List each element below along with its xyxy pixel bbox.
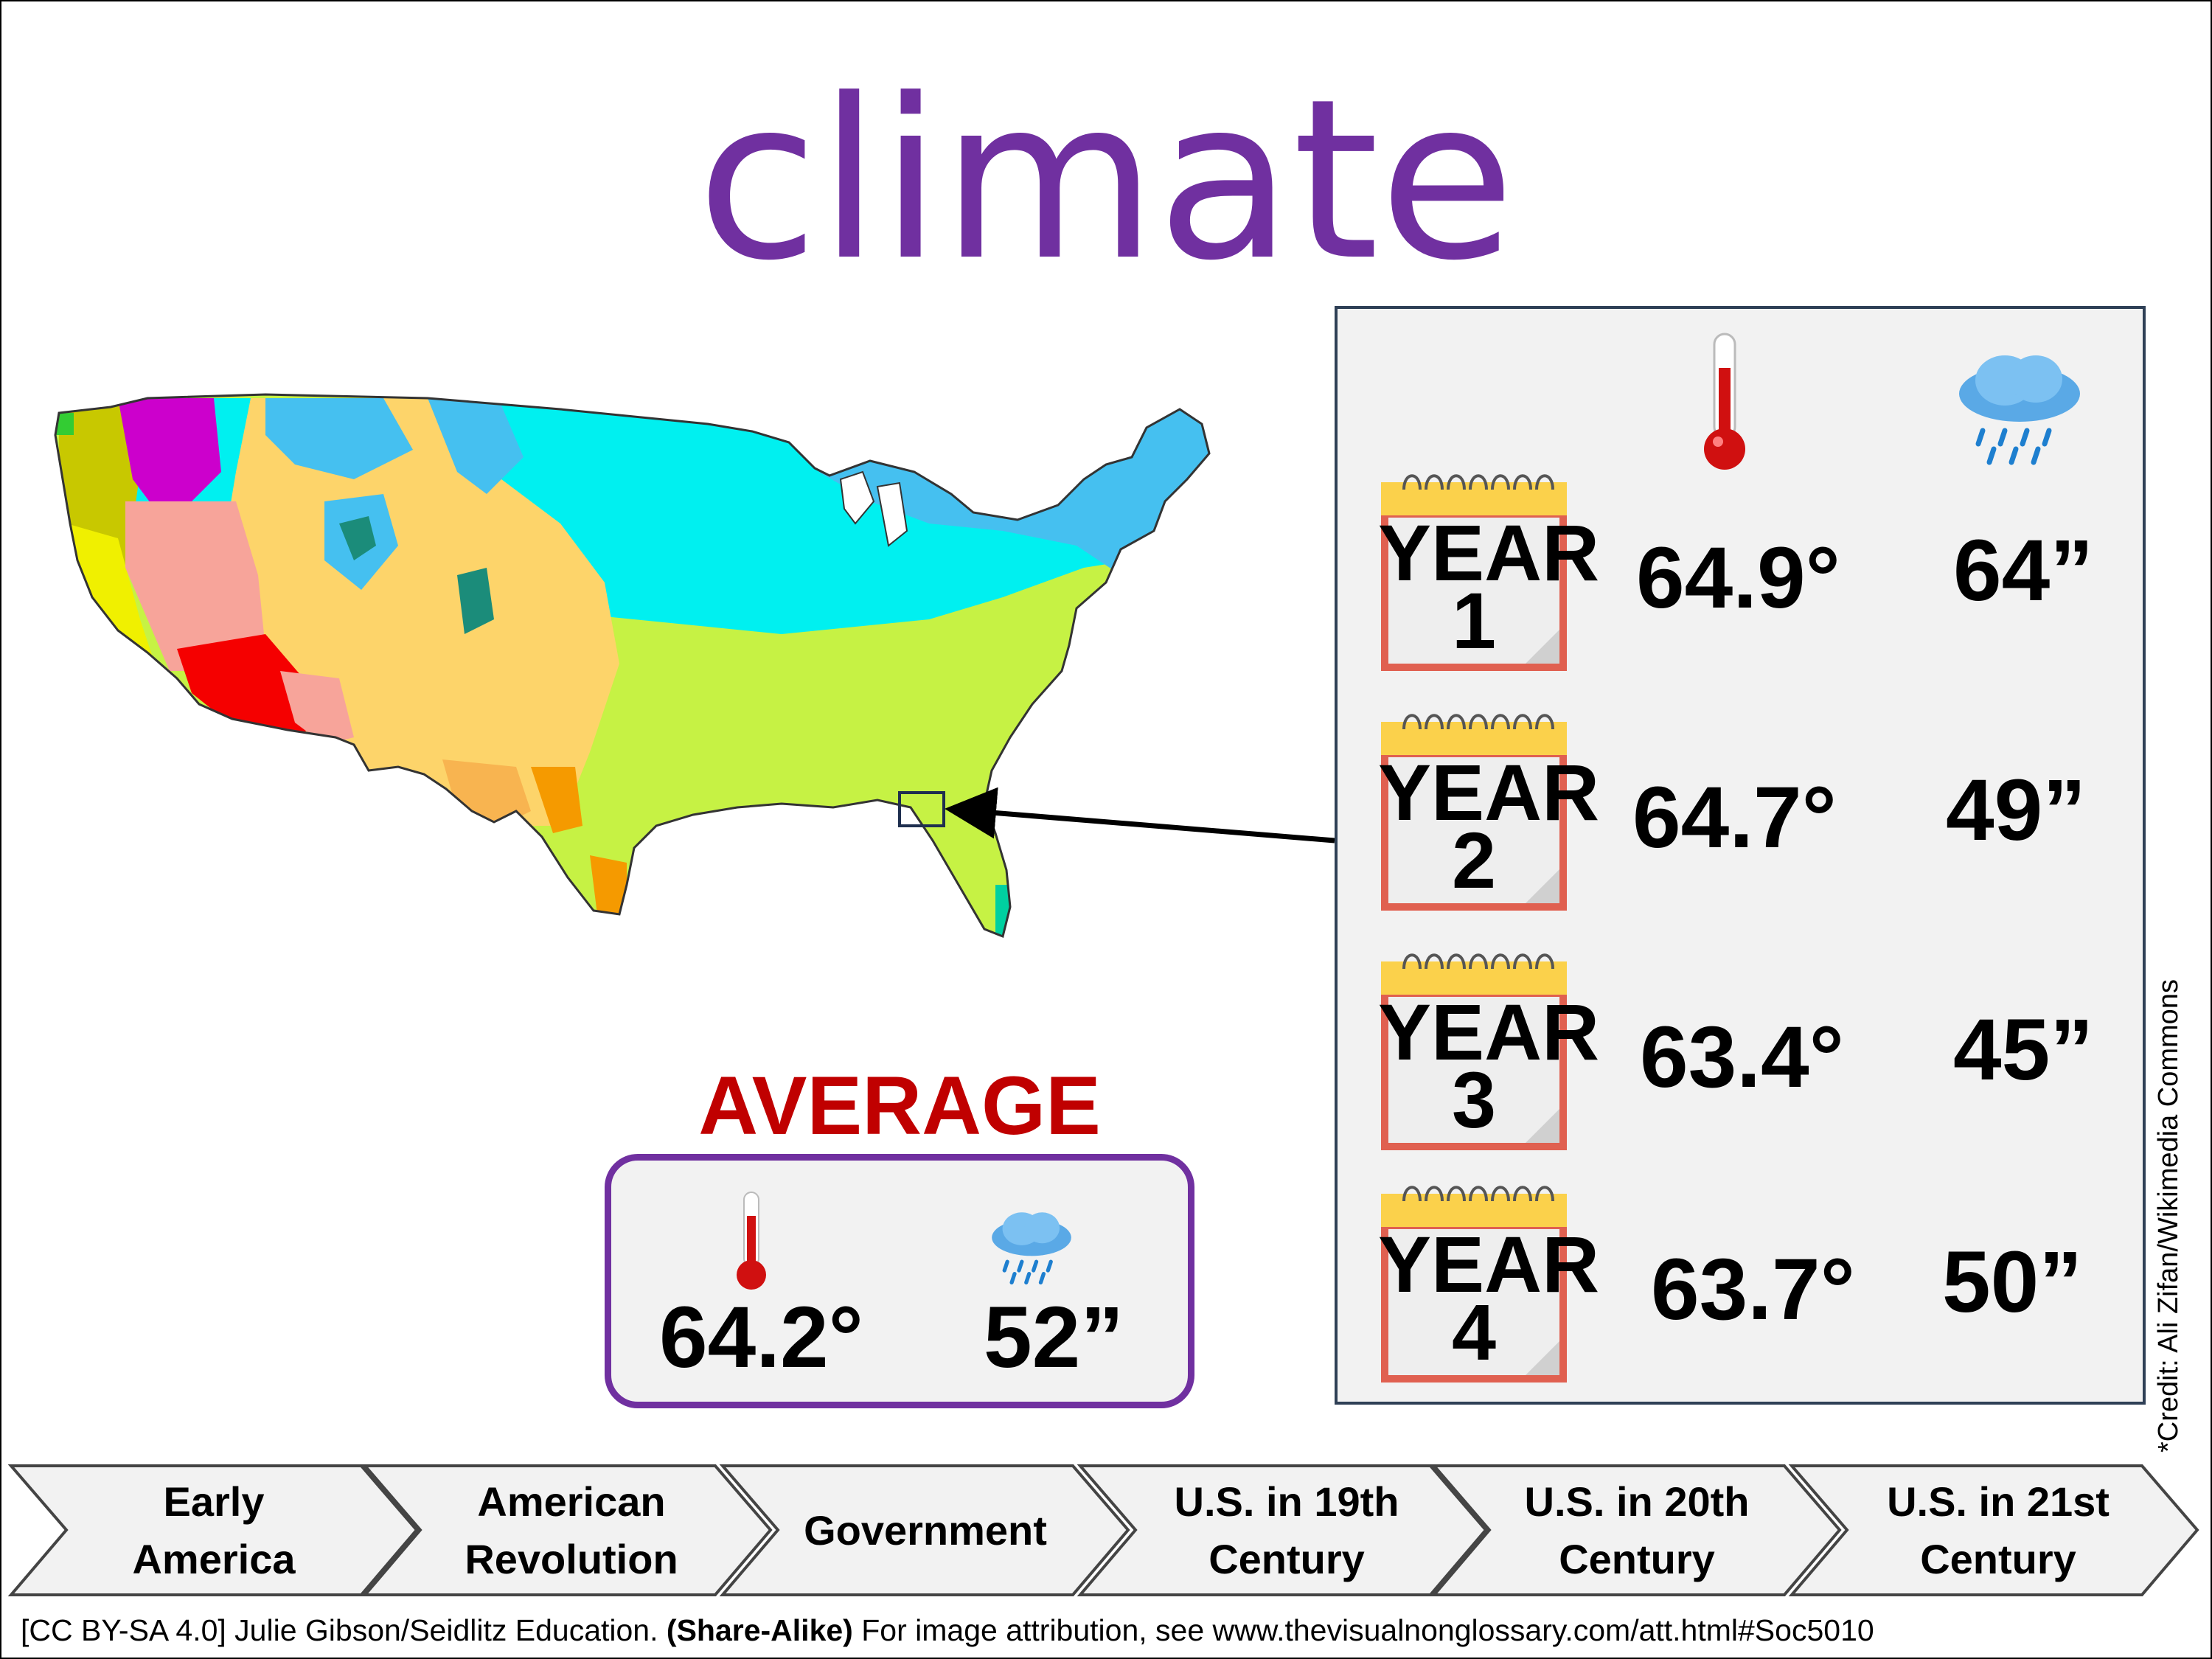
calendar-icon: [1381, 953, 1567, 1150]
us-climate-map: [54, 393, 1211, 939]
calendar-icon: [1381, 714, 1567, 911]
nav-us-21st-century[interactable]: U.S. in 21st Century: [1887, 1478, 2110, 1582]
page-title: climate: [697, 52, 1515, 309]
nav-early-america[interactable]: Early America: [132, 1478, 296, 1582]
year-label: YEAR 1: [1378, 508, 1600, 665]
nav-us-20th-century[interactable]: U.S. in 20th Century: [1524, 1478, 1750, 1582]
nav-american-revolution[interactable]: American Revolution: [465, 1478, 678, 1582]
attribution-footer: [CC BY-SA 4.0] Julie Gibson/Seidlitz Edu…: [21, 1613, 1874, 1647]
year-label: YEAR 4: [1378, 1220, 1600, 1377]
year-rainfall: 49”: [1946, 762, 2087, 859]
rain-cloud-icon: [1959, 355, 2080, 465]
average-box: 64.2° 52”: [605, 1154, 1194, 1408]
thermometer-icon: [737, 1192, 766, 1290]
year-rainfall: 64”: [1953, 522, 2094, 619]
year-rainfall: 50”: [1942, 1234, 2083, 1331]
yearly-data-panel: YEAR 1 64.9° 64” YEAR 2 64.7° 49” YEAR 3: [1335, 306, 2146, 1405]
year-row-1: YEAR 1 64.9° 64”: [1338, 460, 2149, 681]
year-temperature: 63.7°: [1651, 1241, 1855, 1338]
year-label: YEAR 2: [1378, 748, 1600, 905]
year-temperature: 64.7°: [1632, 769, 1837, 866]
year-row-2: YEAR 2 64.7° 49”: [1338, 700, 2149, 921]
year-row-3: YEAR 3 63.4° 45”: [1338, 939, 2149, 1161]
year-temperature: 64.9°: [1636, 529, 1840, 627]
year-label: YEAR 3: [1378, 987, 1600, 1144]
year-rainfall: 45”: [1953, 1001, 2094, 1099]
year-row-4: YEAR 4 63.7° 50”: [1338, 1172, 2149, 1393]
calendar-icon: [1381, 474, 1567, 671]
calendar-icon: [1381, 1186, 1567, 1382]
average-title: AVERAGE: [698, 1060, 1101, 1152]
rain-cloud-icon: [992, 1212, 1071, 1285]
thermometer-icon: [1704, 333, 1745, 470]
year-temperature: 63.4°: [1640, 1009, 1844, 1106]
location-marker: [898, 791, 945, 827]
average-rainfall: 52”: [984, 1289, 1124, 1386]
average-temperature: 64.2°: [659, 1289, 863, 1386]
nav-government[interactable]: Government: [804, 1506, 1047, 1554]
nav-us-19th-century[interactable]: U.S. in 19th Century: [1174, 1478, 1399, 1582]
